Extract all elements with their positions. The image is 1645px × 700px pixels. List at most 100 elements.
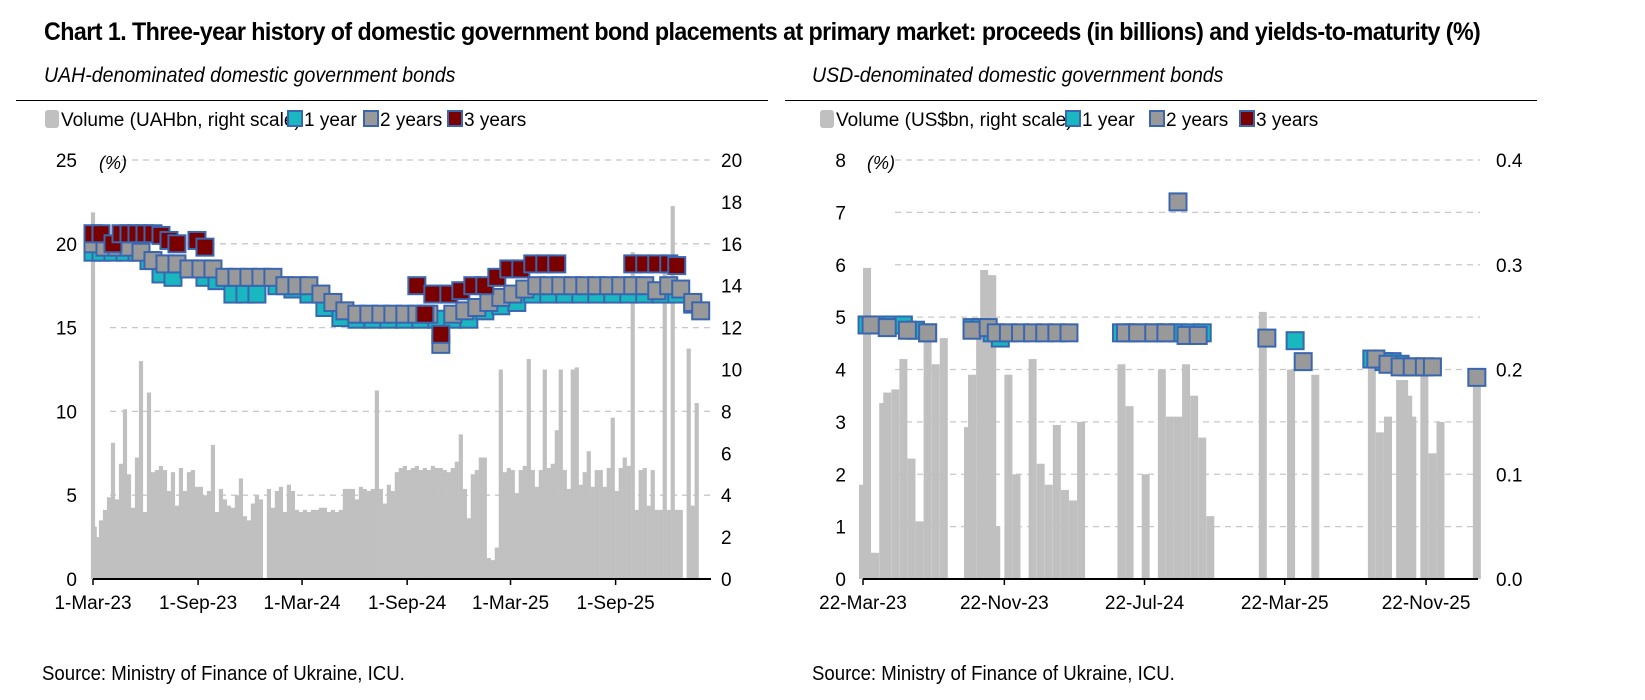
- uah-volume-bar: [134, 457, 140, 579]
- usd-volume-bar: [984, 275, 993, 579]
- usd-volume-bar: [968, 374, 977, 579]
- usd-legend-label: 3 years: [1256, 110, 1318, 131]
- usd-left-tick-label: 1: [835, 518, 846, 539]
- uah-volume-bar: [410, 467, 415, 579]
- usd-volume-bar: [1472, 369, 1481, 579]
- uah-legend-swatch-volume: [45, 110, 59, 128]
- chart-title: Chart 1. Three-year history of domestic …: [44, 18, 1481, 46]
- usd-volume-bar: [964, 427, 972, 579]
- uah-volume-bar: [506, 467, 511, 579]
- uah-volume-bar: [530, 470, 535, 579]
- uah-volume-bar: [422, 467, 427, 579]
- uah-volume-bar: [626, 465, 631, 579]
- uah-volume-bar: [194, 486, 200, 579]
- uah-volume-bar: [662, 254, 667, 579]
- usd-volume-bar: [871, 552, 880, 579]
- uah-volume-bar: [514, 493, 519, 579]
- usd-right-tick-label: 0.0: [1496, 570, 1522, 591]
- uah-volume-bar: [374, 390, 379, 579]
- usd-yield-marker-2y: [1188, 325, 1208, 345]
- uah-volume-bar: [166, 491, 172, 579]
- uah-volume-bar: [418, 470, 423, 579]
- usd-volume-bar: [859, 484, 867, 579]
- uah-volume-bar: [342, 488, 347, 579]
- usd-volume-bar: [1190, 395, 1199, 579]
- uah-volume-bar: [254, 495, 260, 579]
- uah-volume-bar: [458, 434, 463, 579]
- uah-volume-bar: [174, 505, 180, 579]
- uah-volume-bar: [654, 509, 659, 579]
- uah-volume-bar: [670, 206, 675, 579]
- usd-volume-bar: [1036, 463, 1045, 579]
- uah-volume-bar: [138, 361, 144, 579]
- usd-volume-bar: [931, 364, 940, 579]
- usd-right-tick-label: 0.4: [1496, 151, 1523, 172]
- uah-volume-bar: [382, 503, 387, 579]
- uah-volume-bar: [298, 511, 304, 579]
- usd-legend: Volume (US$bn, right scale) 1 year 2 years…: [820, 110, 1318, 131]
- usd-legend-label: 2 years: [1166, 110, 1228, 131]
- usd-volume-bar: [980, 269, 989, 579]
- uah-volume-bar: [150, 472, 156, 579]
- uah-volume-bar: [594, 470, 599, 579]
- usd-volume-bar: [923, 332, 932, 579]
- usd-legend-swatch-1: [1065, 110, 1081, 127]
- uah-volume-bar: [446, 472, 451, 579]
- uah-volume-bar: [214, 511, 220, 579]
- uah-volume-bar: [558, 369, 563, 579]
- uah-volume-bar: [690, 505, 695, 579]
- uah-right-tick-label: 6: [721, 444, 732, 465]
- uah-volume-bar: [442, 470, 447, 579]
- usd-volume-bar: [1258, 311, 1267, 579]
- uah-volume-bar: [362, 488, 367, 579]
- uah-right-tick-label: 4: [721, 486, 732, 507]
- uah-volume-bar: [326, 511, 331, 579]
- usd-yield-marker-2y: [1422, 357, 1442, 377]
- uah-volume-bar: [242, 516, 248, 579]
- uah-volume-bar: [510, 470, 515, 579]
- uah-volume-bar: [406, 470, 411, 579]
- usd-legend-swatch-3: [1239, 110, 1255, 127]
- usd-volume-bar: [899, 359, 908, 579]
- uah-volume-bar: [106, 497, 112, 579]
- uah-volume-bar: [206, 491, 212, 579]
- usd-volume-bar: [867, 552, 876, 579]
- usd-volume-bar: [891, 389, 900, 579]
- uah-legend-swatch-1: [287, 110, 303, 127]
- uah-volume-bar: [310, 509, 315, 579]
- uah-yield-marker-3y: [195, 237, 215, 257]
- uah-volume-bar: [602, 486, 607, 579]
- uah-volume-bar: [518, 470, 523, 579]
- uah-yield-marker-3y: [167, 234, 187, 254]
- uah-yield-marker-3y: [423, 284, 443, 304]
- uah-legend-swatch-2: [363, 110, 379, 127]
- uah-volume-bar: [334, 511, 339, 579]
- usd-x-tick-label: 22-Mar-25: [1241, 593, 1329, 614]
- uah-volume-bar: [270, 507, 276, 579]
- uah-volume-bar: [366, 491, 371, 579]
- usd-x-tick-label: 22-Jul-24: [1105, 593, 1185, 614]
- uah-volume-bar: [102, 509, 108, 579]
- uah-chart-subtitle: UAH-denominated domestic government bond…: [44, 64, 456, 87]
- usd-header-rule: [785, 100, 1537, 101]
- uah-volume-bar: [534, 486, 539, 579]
- uah-legend-label: 3 years: [464, 110, 526, 131]
- uah-volume-bar: [398, 467, 403, 579]
- usd-left-tick-label: 0: [835, 570, 846, 591]
- uah-volume-bar: [110, 442, 116, 579]
- uah-left-tick-label: 25: [56, 151, 77, 172]
- usd-chart-subtitle: USD-denominated domestic government bond…: [812, 64, 1224, 87]
- usd-volume-bar: [1408, 416, 1417, 579]
- uah-volume-bar: [118, 463, 124, 579]
- usd-left-tick-label: 6: [835, 256, 846, 277]
- uah-volume-bar: [618, 467, 623, 579]
- uah-volume-bar: [630, 252, 635, 579]
- uah-volume-bar: [158, 465, 164, 579]
- usd-volume-bar: [1287, 369, 1296, 579]
- usd-volume-bar: [1311, 374, 1320, 579]
- uah-volume-bar: [154, 470, 160, 579]
- uah-volume-bar: [490, 560, 495, 579]
- uah-volume-bar: [186, 472, 192, 579]
- uah-volume-bar: [266, 488, 272, 579]
- uah-volume-bar: [218, 488, 224, 579]
